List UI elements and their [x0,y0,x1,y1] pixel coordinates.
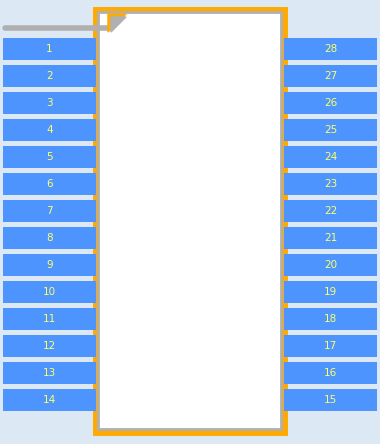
Bar [284,335,377,357]
Bar [284,389,377,411]
Bar [284,119,377,141]
Text: 3: 3 [46,98,53,108]
Text: 10: 10 [43,287,56,297]
Bar [3,335,96,357]
Text: 21: 21 [324,233,337,243]
Polygon shape [111,17,126,32]
Bar [3,38,96,60]
Bar [3,119,96,141]
Bar [3,146,96,168]
Bar [284,227,377,249]
Text: 4: 4 [46,125,53,135]
Text: 14: 14 [43,395,56,405]
Text: 15: 15 [324,395,337,405]
Text: 18: 18 [324,314,337,324]
Bar [3,254,96,276]
Bar [3,389,96,411]
Bar [3,227,96,249]
Text: 27: 27 [324,71,337,81]
Bar [3,281,96,303]
Bar [284,200,377,222]
Text: 11: 11 [43,314,56,324]
Text: 22: 22 [324,206,337,216]
Text: 7: 7 [46,206,53,216]
Text: 17: 17 [324,341,337,351]
Text: 5: 5 [46,152,53,162]
Text: 8: 8 [46,233,53,243]
Text: 13: 13 [43,368,56,378]
Text: 25: 25 [324,125,337,135]
Bar [96,10,284,432]
Text: 12: 12 [43,341,56,351]
Text: 24: 24 [324,152,337,162]
Bar [284,308,377,330]
Bar [284,38,377,60]
Bar [3,362,96,384]
Text: 28: 28 [324,44,337,54]
Bar [3,200,96,222]
Bar [284,146,377,168]
Bar [3,173,96,195]
Bar [284,173,377,195]
Bar [3,308,96,330]
Text: 16: 16 [324,368,337,378]
Bar [98,12,281,429]
Text: 20: 20 [324,260,337,270]
Bar [284,92,377,114]
Polygon shape [108,14,126,32]
Text: 6: 6 [46,179,53,189]
Bar [3,92,96,114]
Bar [284,65,377,87]
Text: 26: 26 [324,98,337,108]
Text: 23: 23 [324,179,337,189]
Text: 19: 19 [324,287,337,297]
Text: 2: 2 [46,71,53,81]
Bar [284,362,377,384]
Bar [3,65,96,87]
Bar [284,281,377,303]
Text: 9: 9 [46,260,53,270]
Text: 1: 1 [46,44,53,54]
Bar [284,254,377,276]
